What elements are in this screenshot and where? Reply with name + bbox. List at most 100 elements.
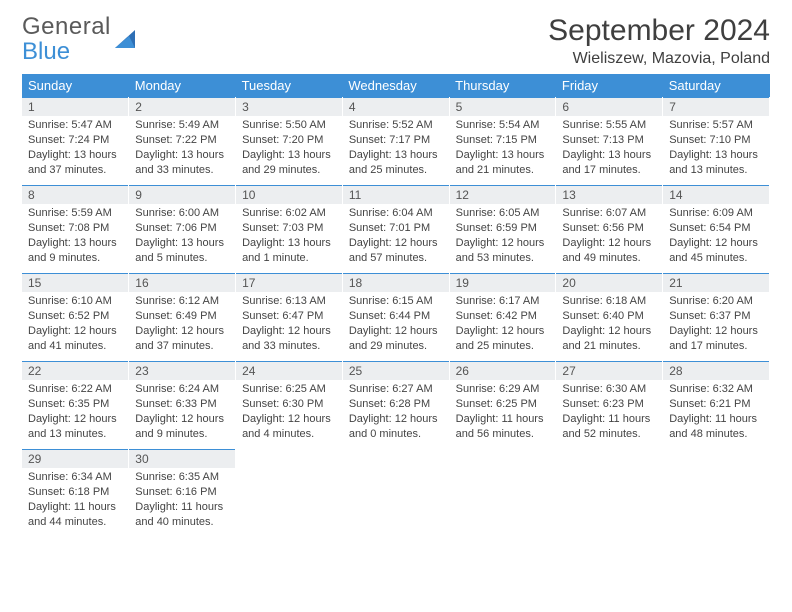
daylight-text-1: Daylight: 12 hours bbox=[669, 324, 763, 339]
sunset-text: Sunset: 6:16 PM bbox=[135, 485, 229, 500]
day-number: 8 bbox=[22, 185, 128, 204]
day-number: 6 bbox=[556, 97, 662, 116]
day-content: Sunrise: 6:12 AMSunset: 6:49 PMDaylight:… bbox=[129, 292, 235, 357]
weekday-header: Wednesday bbox=[342, 74, 449, 97]
daylight-text-1: Daylight: 11 hours bbox=[669, 412, 763, 427]
day-number: 15 bbox=[22, 273, 128, 292]
calendar-day-cell: 25Sunrise: 6:27 AMSunset: 6:28 PMDayligh… bbox=[342, 361, 449, 449]
daylight-text-1: Daylight: 12 hours bbox=[242, 412, 336, 427]
daylight-text-1: Daylight: 13 hours bbox=[28, 236, 122, 251]
sunrise-text: Sunrise: 6:15 AM bbox=[349, 294, 443, 309]
day-content: Sunrise: 6:30 AMSunset: 6:23 PMDaylight:… bbox=[556, 380, 662, 445]
day-number: 1 bbox=[22, 97, 128, 116]
daylight-text-2: and 9 minutes. bbox=[28, 251, 122, 266]
day-number: 5 bbox=[450, 97, 556, 116]
weekday-header: Tuesday bbox=[236, 74, 343, 97]
day-number: 9 bbox=[129, 185, 235, 204]
calendar-day-cell: 30Sunrise: 6:35 AMSunset: 6:16 PMDayligh… bbox=[129, 449, 236, 537]
daylight-text-2: and 37 minutes. bbox=[135, 339, 229, 354]
sunrise-text: Sunrise: 6:29 AM bbox=[456, 382, 550, 397]
calendar-day-cell: 29Sunrise: 6:34 AMSunset: 6:18 PMDayligh… bbox=[22, 449, 129, 537]
calendar-day-cell: 7Sunrise: 5:57 AMSunset: 7:10 PMDaylight… bbox=[663, 97, 770, 185]
day-content: Sunrise: 6:02 AMSunset: 7:03 PMDaylight:… bbox=[236, 204, 342, 269]
day-content: Sunrise: 5:49 AMSunset: 7:22 PMDaylight:… bbox=[129, 116, 235, 181]
logo-sail-icon bbox=[113, 26, 139, 52]
daylight-text-2: and 5 minutes. bbox=[135, 251, 229, 266]
sunset-text: Sunset: 6:37 PM bbox=[669, 309, 763, 324]
daylight-text-2: and 17 minutes. bbox=[669, 339, 763, 354]
header: General Blue September 2024 Wieliszew, M… bbox=[22, 14, 770, 68]
daylight-text-2: and 21 minutes. bbox=[562, 339, 656, 354]
daylight-text-2: and 48 minutes. bbox=[669, 427, 763, 442]
daylight-text-1: Daylight: 12 hours bbox=[456, 236, 550, 251]
sunset-text: Sunset: 7:13 PM bbox=[562, 133, 656, 148]
sunrise-text: Sunrise: 6:32 AM bbox=[669, 382, 763, 397]
calendar-day-cell: 5Sunrise: 5:54 AMSunset: 7:15 PMDaylight… bbox=[449, 97, 556, 185]
calendar-table: SundayMondayTuesdayWednesdayThursdayFrid… bbox=[22, 74, 770, 537]
day-content: Sunrise: 5:57 AMSunset: 7:10 PMDaylight:… bbox=[663, 116, 769, 181]
sunset-text: Sunset: 7:20 PM bbox=[242, 133, 336, 148]
sunset-text: Sunset: 7:03 PM bbox=[242, 221, 336, 236]
sunrise-text: Sunrise: 6:20 AM bbox=[669, 294, 763, 309]
daylight-text-1: Daylight: 12 hours bbox=[456, 324, 550, 339]
day-number: 17 bbox=[236, 273, 342, 292]
daylight-text-2: and 29 minutes. bbox=[242, 163, 336, 178]
calendar-day-cell: 16Sunrise: 6:12 AMSunset: 6:49 PMDayligh… bbox=[129, 273, 236, 361]
daylight-text-1: Daylight: 12 hours bbox=[562, 324, 656, 339]
calendar-day-cell: 9Sunrise: 6:00 AMSunset: 7:06 PMDaylight… bbox=[129, 185, 236, 273]
day-content: Sunrise: 5:55 AMSunset: 7:13 PMDaylight:… bbox=[556, 116, 662, 181]
daylight-text-1: Daylight: 13 hours bbox=[242, 236, 336, 251]
day-number: 7 bbox=[663, 97, 769, 116]
calendar-day-cell: 14Sunrise: 6:09 AMSunset: 6:54 PMDayligh… bbox=[663, 185, 770, 273]
daylight-text-1: Daylight: 12 hours bbox=[28, 412, 122, 427]
daylight-text-1: Daylight: 13 hours bbox=[28, 148, 122, 163]
day-content: Sunrise: 6:24 AMSunset: 6:33 PMDaylight:… bbox=[129, 380, 235, 445]
sunrise-text: Sunrise: 5:54 AM bbox=[456, 118, 550, 133]
daylight-text-1: Daylight: 12 hours bbox=[669, 236, 763, 251]
day-number: 18 bbox=[343, 273, 449, 292]
day-content: Sunrise: 5:59 AMSunset: 7:08 PMDaylight:… bbox=[22, 204, 128, 269]
day-number: 13 bbox=[556, 185, 662, 204]
calendar-day-cell: 3Sunrise: 5:50 AMSunset: 7:20 PMDaylight… bbox=[236, 97, 343, 185]
sunset-text: Sunset: 6:40 PM bbox=[562, 309, 656, 324]
sunrise-text: Sunrise: 6:27 AM bbox=[349, 382, 443, 397]
sunrise-text: Sunrise: 6:13 AM bbox=[242, 294, 336, 309]
calendar-day-cell: 2Sunrise: 5:49 AMSunset: 7:22 PMDaylight… bbox=[129, 97, 236, 185]
daylight-text-2: and 25 minutes. bbox=[349, 163, 443, 178]
sunset-text: Sunset: 7:15 PM bbox=[456, 133, 550, 148]
daylight-text-2: and 45 minutes. bbox=[669, 251, 763, 266]
daylight-text-1: Daylight: 11 hours bbox=[456, 412, 550, 427]
calendar-week-row: 8Sunrise: 5:59 AMSunset: 7:08 PMDaylight… bbox=[22, 185, 770, 273]
day-content: Sunrise: 6:20 AMSunset: 6:37 PMDaylight:… bbox=[663, 292, 769, 357]
sunset-text: Sunset: 6:18 PM bbox=[28, 485, 122, 500]
calendar-day-cell: 6Sunrise: 5:55 AMSunset: 7:13 PMDaylight… bbox=[556, 97, 663, 185]
sunset-text: Sunset: 6:59 PM bbox=[456, 221, 550, 236]
sunrise-text: Sunrise: 6:00 AM bbox=[135, 206, 229, 221]
sunrise-text: Sunrise: 6:02 AM bbox=[242, 206, 336, 221]
sunrise-text: Sunrise: 6:17 AM bbox=[456, 294, 550, 309]
daylight-text-2: and 37 minutes. bbox=[28, 163, 122, 178]
day-number: 3 bbox=[236, 97, 342, 116]
sunset-text: Sunset: 6:47 PM bbox=[242, 309, 336, 324]
calendar-day-cell: 21Sunrise: 6:20 AMSunset: 6:37 PMDayligh… bbox=[663, 273, 770, 361]
daylight-text-2: and 13 minutes. bbox=[669, 163, 763, 178]
sunset-text: Sunset: 7:22 PM bbox=[135, 133, 229, 148]
daylight-text-1: Daylight: 12 hours bbox=[349, 324, 443, 339]
day-number: 23 bbox=[129, 361, 235, 380]
sunset-text: Sunset: 7:10 PM bbox=[669, 133, 763, 148]
daylight-text-2: and 49 minutes. bbox=[562, 251, 656, 266]
daylight-text-1: Daylight: 11 hours bbox=[28, 500, 122, 515]
sunrise-text: Sunrise: 5:50 AM bbox=[242, 118, 336, 133]
calendar-day-cell: 17Sunrise: 6:13 AMSunset: 6:47 PMDayligh… bbox=[236, 273, 343, 361]
day-number: 14 bbox=[663, 185, 769, 204]
day-number: 26 bbox=[450, 361, 556, 380]
daylight-text-2: and 4 minutes. bbox=[242, 427, 336, 442]
sunrise-text: Sunrise: 6:10 AM bbox=[28, 294, 122, 309]
daylight-text-1: Daylight: 13 hours bbox=[562, 148, 656, 163]
day-content: Sunrise: 6:27 AMSunset: 6:28 PMDaylight:… bbox=[343, 380, 449, 445]
day-content: Sunrise: 6:32 AMSunset: 6:21 PMDaylight:… bbox=[663, 380, 769, 445]
daylight-text-1: Daylight: 13 hours bbox=[135, 236, 229, 251]
logo: General Blue bbox=[22, 14, 139, 64]
day-content: Sunrise: 6:22 AMSunset: 6:35 PMDaylight:… bbox=[22, 380, 128, 445]
calendar-day-cell: 15Sunrise: 6:10 AMSunset: 6:52 PMDayligh… bbox=[22, 273, 129, 361]
